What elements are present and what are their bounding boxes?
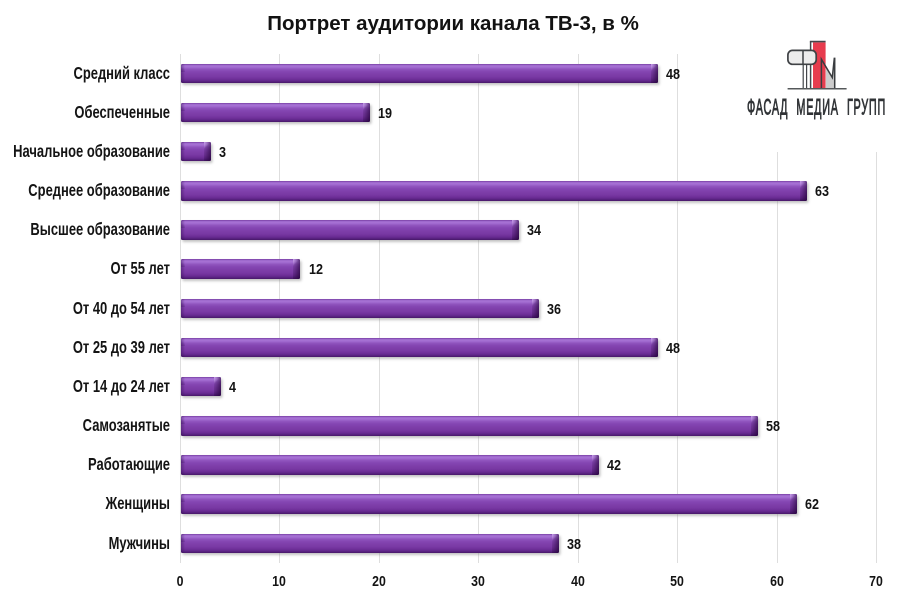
svg-text:ФАСАД МЕДИА ГРУПП: ФАСАД МЕДИА ГРУПП: [747, 94, 886, 119]
